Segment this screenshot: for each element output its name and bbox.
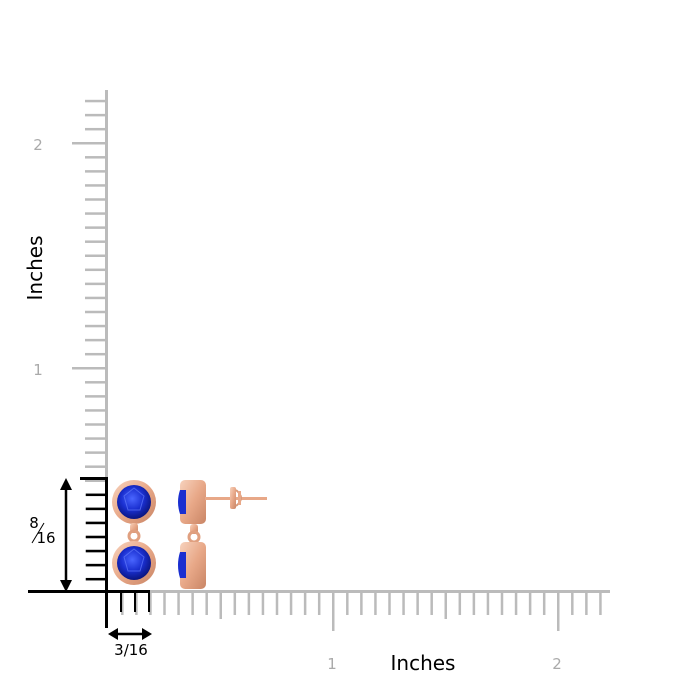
vertical-minor-tick (85, 324, 105, 328)
horizontal-minor-tick (317, 593, 321, 615)
horizontal-minor-tick (542, 593, 546, 615)
vertical-ruler-bar (105, 90, 108, 593)
vertical-axis-title: Inches (23, 236, 47, 301)
horizontal-ruler-ticks (121, 593, 602, 631)
horizontal-minor-tick (289, 593, 293, 615)
height-marker-tick (86, 507, 105, 511)
horizontal-tick-label-1: 1 (327, 655, 337, 673)
horizontal-minor-tick (500, 593, 504, 615)
earring-side-view (178, 480, 267, 589)
width-fraction-label: 3/16 (114, 641, 148, 659)
vertical-tick-label-1: 1 (33, 361, 43, 379)
vertical-minor-tick (85, 352, 105, 356)
horizontal-minor-tick (163, 593, 166, 615)
height-marker-tick (86, 563, 105, 567)
vertical-minor-tick (85, 268, 105, 272)
horizontal-minor-tick (585, 593, 588, 615)
height-marker-tick (86, 521, 105, 525)
vertical-major-tick (72, 367, 105, 370)
horizontal-major-tick (557, 593, 560, 631)
vertical-ruler (72, 90, 108, 593)
horizontal-minor-tick (599, 593, 602, 615)
horizontal-minor-tick (374, 593, 377, 615)
horizontal-minor-tick (121, 593, 124, 615)
horizontal-minor-tick (346, 593, 349, 615)
vertical-minor-tick (85, 381, 105, 384)
horizontal-minor-tick (303, 593, 307, 615)
horizontal-minor-tick (247, 593, 251, 615)
vertical-minor-tick (85, 170, 105, 173)
horizontal-minor-tick (135, 593, 138, 615)
horizontal-axis-title: Inches (391, 651, 456, 675)
width-marker (105, 590, 152, 640)
horizontal-ruler (108, 590, 610, 631)
horizontal-minor-tick (571, 593, 574, 615)
vertical-minor-tick (85, 184, 105, 187)
horizontal-minor-tick (177, 593, 180, 615)
vertical-minor-tick (85, 310, 105, 314)
height-marker-tick (86, 549, 105, 553)
horizontal-minor-tick (233, 593, 237, 615)
vertical-minor-tick (85, 465, 105, 468)
vertical-minor-tick (85, 282, 105, 286)
height-marker-top-tick (80, 477, 108, 480)
vertical-minor-tick (85, 479, 105, 482)
vertical-minor-tick (85, 99, 105, 103)
vertical-minor-tick (85, 338, 105, 342)
horizontal-minor-tick (416, 593, 419, 615)
vertical-minor-tick (85, 451, 105, 454)
height-marker-tick (86, 577, 105, 581)
horizontal-major-tick (332, 593, 335, 631)
vertical-minor-tick (85, 423, 105, 426)
horizontal-minor-tick (360, 593, 363, 615)
horizontal-minor-tick (472, 593, 476, 615)
horizontal-minor-tick (191, 593, 194, 615)
vertical-minor-tick (85, 254, 105, 257)
horizontal-minor-tick (275, 593, 279, 615)
horizontal-minor-tick (205, 593, 208, 615)
horizontal-minor-tick (149, 593, 152, 615)
horizontal-minor-tick (388, 593, 391, 615)
vertical-tick-label-2: 2 (33, 136, 43, 154)
horizontal-minor-tick (219, 593, 222, 619)
vertical-minor-tick (85, 198, 105, 201)
height-marker-tick (86, 535, 105, 539)
earring-front-view (112, 480, 156, 585)
horizontal-minor-tick (486, 593, 490, 615)
horizontal-ruler-bar (108, 590, 610, 593)
svg-text:16: 16 (36, 529, 55, 547)
vertical-minor-tick (85, 113, 105, 117)
height-marker (28, 477, 108, 593)
horizontal-minor-tick (402, 593, 405, 615)
horizontal-minor-tick (514, 593, 518, 615)
horizontal-tick-label-2: 2 (552, 655, 562, 673)
horizontal-minor-tick (458, 593, 462, 615)
horizontal-minor-tick (444, 593, 447, 619)
height-marker-tick (86, 493, 105, 497)
vertical-minor-tick (85, 156, 105, 159)
horizontal-minor-tick (261, 593, 265, 615)
vertical-minor-tick (85, 240, 105, 243)
vertical-minor-tick (85, 296, 105, 300)
vertical-minor-tick (85, 409, 105, 412)
vertical-major-tick (72, 142, 105, 145)
height-fraction-label: 8 16 (29, 514, 55, 547)
horizontal-minor-tick (430, 593, 433, 615)
vertical-minor-tick (85, 212, 105, 215)
vertical-minor-tick (85, 226, 105, 229)
vertical-minor-tick (85, 127, 105, 131)
vertical-minor-tick (85, 437, 105, 440)
svg-text:8: 8 (29, 514, 39, 532)
vertical-minor-tick (85, 395, 105, 398)
horizontal-minor-tick (528, 593, 532, 615)
